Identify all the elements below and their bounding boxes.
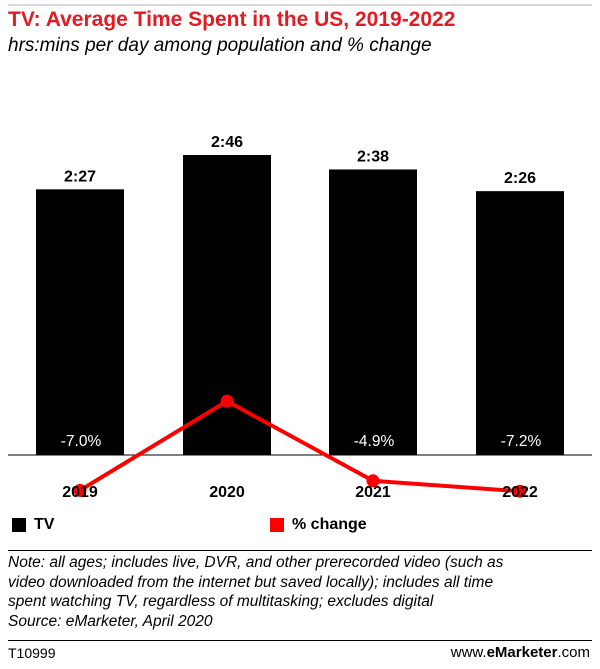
bar-tv xyxy=(36,189,124,456)
bars-layer xyxy=(36,155,564,456)
point-percent-change xyxy=(513,484,527,498)
chart-notes: Note: all ages; includes live, DVR, and … xyxy=(8,553,592,631)
bar-value-label: 2:26 xyxy=(504,170,536,187)
line-layer xyxy=(73,394,527,498)
legend-swatch-tv xyxy=(12,518,26,532)
chart-title: TV: Average Time Spent in the US, 2019-2… xyxy=(8,8,456,31)
brand-suffix: .com xyxy=(557,644,590,661)
legend: TV % change xyxy=(0,516,600,540)
point-percent-change xyxy=(73,483,87,497)
chart-plot: 2:27 2:46 2:38 2:26 -7.0% 12.6% -4.9% -7.2% 201… xyxy=(8,134,592,501)
x-tick-labels: 2019 2020 2021 2022 xyxy=(62,484,538,501)
x-tick-label: 2022 xyxy=(502,484,538,501)
point-percent-change xyxy=(220,394,234,408)
labels-layer: 2:27 2:46 2:38 2:26 -7.0% 12.6% -4.9% -7.2% xyxy=(61,134,542,450)
notes-divider xyxy=(8,550,592,551)
bar-tv xyxy=(183,155,271,455)
bar-tv xyxy=(476,191,564,455)
x-tick-label: 2021 xyxy=(355,484,391,501)
legend-item-tv: TV xyxy=(12,516,54,534)
source-line: Source: eMarketer, April 2020 xyxy=(8,612,213,630)
note-line: video downloaded from the internet but s… xyxy=(8,573,494,591)
bar-value-label: 2:46 xyxy=(211,134,243,151)
point-percent-change xyxy=(366,474,380,488)
note-line: spent watching TV, regardless of multita… xyxy=(8,593,434,610)
bar-value-label: 2:27 xyxy=(64,168,96,185)
footer-divider xyxy=(8,640,592,641)
top-divider xyxy=(8,4,592,6)
percent-change-label: -4.9% xyxy=(354,433,395,450)
line-percent-change xyxy=(78,399,521,494)
legend-swatch-change xyxy=(270,518,284,532)
x-tick-label: 2019 xyxy=(62,484,98,501)
brand-prefix: www. xyxy=(450,644,487,661)
bar-value-label: 2:38 xyxy=(357,148,389,165)
legend-label-tv: TV xyxy=(34,516,55,533)
legend-label-change: % change xyxy=(292,516,367,533)
percent-change-label: -7.2% xyxy=(501,433,542,450)
chart-id: T10999 xyxy=(8,645,56,661)
note-line: Note: all ages; includes live, DVR, and … xyxy=(8,554,504,571)
brand-name: eMarketer xyxy=(486,644,558,661)
chart-subtitle: hrs:mins per day among population and % … xyxy=(8,35,432,56)
bar-tv xyxy=(329,169,417,455)
brand-link[interactable]: www.eMarketer.com xyxy=(451,644,590,661)
percent-change-label: -7.0% xyxy=(61,433,102,450)
x-tick-label: 2020 xyxy=(209,484,245,501)
legend-item-change: % change xyxy=(270,516,367,534)
percent-change-label: 12.6% xyxy=(206,372,250,389)
